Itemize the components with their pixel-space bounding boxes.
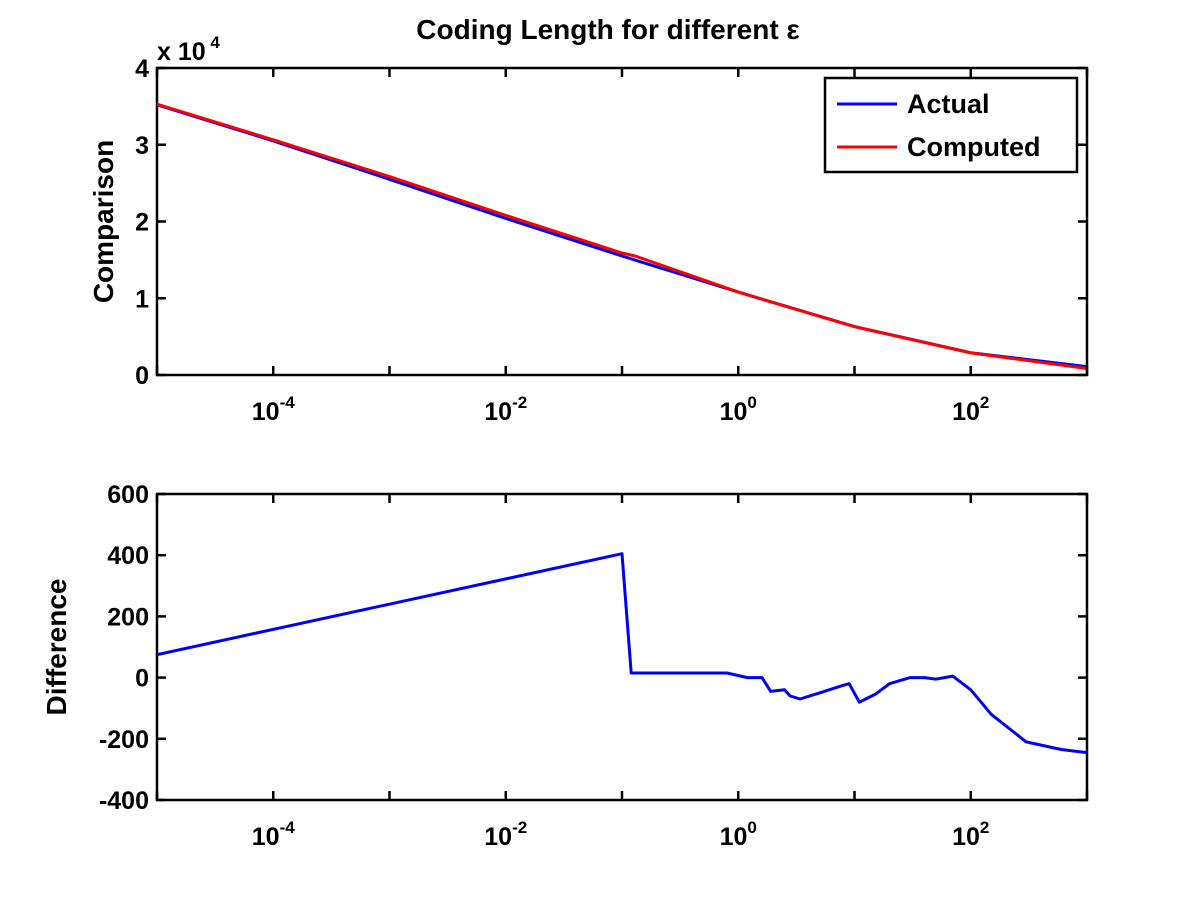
y-tick-label: 0 <box>135 362 149 390</box>
x-tick-label: 10-2 <box>484 393 527 426</box>
x-tick-label: 100 <box>720 393 757 426</box>
y-axis-label: Comparison <box>88 140 119 303</box>
y-axis-label: Difference <box>41 579 72 716</box>
y-tick-label: 3 <box>135 132 149 160</box>
y-tick-label: 1 <box>135 285 149 313</box>
y-tick-label: 600 <box>107 481 149 509</box>
y-tick-label: 400 <box>107 542 149 570</box>
x-tick-label: 10-2 <box>484 818 527 851</box>
x-tick-label: 100 <box>720 818 757 851</box>
x-tick-label: 10-4 <box>252 393 295 426</box>
legend-box <box>823 76 1079 174</box>
y-tick-label: 0 <box>135 665 149 693</box>
y-multiplier: x 10 4 <box>157 33 220 66</box>
legend-label-computed: Computed <box>907 132 1040 162</box>
y-tick-label: -200 <box>99 726 149 754</box>
legend: Actual Computed <box>823 76 1079 174</box>
plot-frame <box>155 492 1089 802</box>
series-line-difference <box>157 552 1087 755</box>
x-tick-label: 102 <box>952 393 989 426</box>
y-tick-label: 2 <box>135 209 149 237</box>
y-tick-label: -400 <box>99 787 149 815</box>
comparison-subplot: 10-4 10-2 100 102 0 1 2 3 4 x 10 4 Comparison Actua… <box>88 33 1089 426</box>
chart-title: Coding Length for different ε <box>416 14 799 45</box>
x-tick-label: 10-4 <box>252 818 295 851</box>
y-tick-label: 4 <box>135 55 149 83</box>
x-tick-label: 102 <box>952 818 989 851</box>
y-tick-label: 200 <box>107 603 149 631</box>
series-line-computed <box>157 102 1087 370</box>
difference-subplot: 10-4 10-2 100 102 -400 -200 0 200 400 600 Differen… <box>41 481 1089 851</box>
legend-label-actual: Actual <box>907 89 990 119</box>
